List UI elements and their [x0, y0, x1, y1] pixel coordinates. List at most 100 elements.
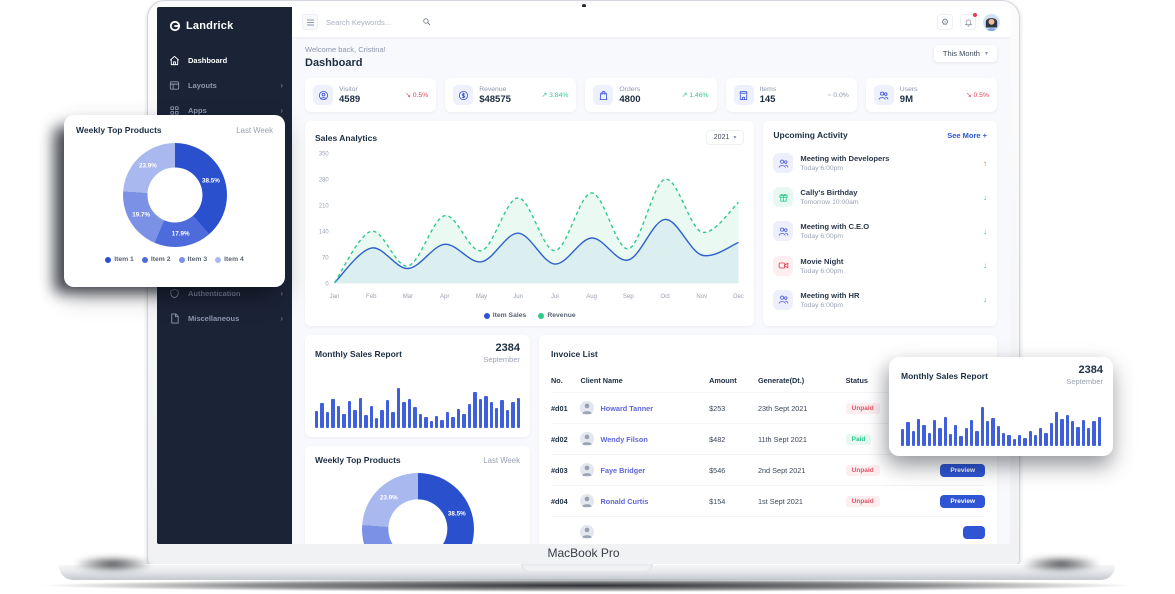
donut-slice-label: 23.9%	[138, 162, 157, 170]
bar	[358, 397, 363, 428]
preview-button[interactable]: Preview	[940, 463, 985, 477]
notifications-button[interactable]	[960, 13, 977, 30]
year-selector[interactable]: 2021 ▾	[705, 130, 745, 145]
activity-item-time: Today 6:00pm	[800, 267, 844, 275]
stat-card-users: Users 9M ↘ 0.5%	[865, 78, 997, 112]
sidebar-nav: Dashboard Layouts › Apps › Authenticatio…	[157, 48, 292, 331]
donut-slice-label: 38.5%	[447, 510, 466, 518]
svg-text:Apr: Apr	[440, 293, 449, 300]
client-link[interactable]: Ronald Curtis	[580, 494, 709, 508]
bar	[391, 412, 395, 428]
user-avatar[interactable]	[983, 13, 1000, 31]
dollar-icon	[453, 85, 474, 105]
weekly-products-donut: 38.5% 17.9% 19.7% 23.9%	[122, 143, 227, 247]
laptop-base-notch	[521, 564, 653, 572]
menu-toggle-button[interactable]	[302, 14, 318, 30]
client-avatar	[580, 525, 595, 539]
legend-item: Revenue	[538, 312, 576, 319]
client-link[interactable]: Wendy Filson	[580, 432, 709, 446]
activity-item[interactable]: Meeting with HR Today 6:00pm ↓	[773, 286, 987, 314]
monthly-sales-bars	[901, 402, 1101, 446]
bar	[494, 407, 499, 428]
bar	[1039, 427, 1043, 446]
page-content: Welcome back, Cristina! Dashboard This M…	[292, 37, 1010, 544]
invoice-no: #d03	[551, 454, 581, 486]
client-link[interactable]: Faye Bridger	[580, 463, 709, 477]
activity-item[interactable]: Meeting with C.E.O Today 6:00pm ↓	[773, 217, 987, 245]
bar	[429, 420, 433, 428]
bar	[1012, 438, 1016, 446]
bar	[1049, 423, 1054, 446]
sidebar-item-label: Layouts	[188, 81, 217, 90]
sidebar-item-layouts[interactable]: Layouts ›	[157, 73, 292, 98]
stat-label: Items	[759, 85, 777, 93]
client-link[interactable]: Howard Tanner	[580, 401, 709, 415]
svg-text:280: 280	[319, 177, 329, 183]
chevron-right-icon: ›	[280, 106, 283, 115]
svg-text:Jan: Jan	[330, 293, 340, 300]
stat-value: 4800	[619, 93, 641, 105]
chevron-down-icon: ▾	[733, 135, 737, 141]
page-header: Welcome back, Cristina! Dashboard This M…	[305, 45, 997, 69]
svg-text:Mar: Mar	[403, 293, 413, 300]
floating-monthly-sales-card: Monthly Sales Report 2384 September	[889, 357, 1113, 456]
sidebar-item-apps[interactable]: Apps ›	[157, 98, 292, 123]
bar	[1076, 426, 1080, 446]
arrow-down-icon: ↓	[983, 192, 987, 202]
sidebar-item-label: Apps	[188, 106, 207, 115]
see-more-link[interactable]: See More +	[947, 130, 987, 140]
period-selector[interactable]: This Month ▾	[933, 45, 997, 62]
stat-delta: ↗ 3.84%	[541, 92, 569, 99]
store-icon	[733, 85, 754, 105]
sidebar-item-label: Authentication	[188, 289, 241, 298]
preview-button[interactable]	[963, 525, 985, 539]
bar	[954, 424, 958, 446]
shield-icon	[169, 288, 180, 299]
invoice-date: 11th Sept 2021	[757, 423, 846, 455]
gear-icon: ⚙	[940, 16, 950, 27]
weekly-products-period: Last Week	[483, 455, 520, 465]
legend-item: Item Sales	[483, 312, 526, 319]
sales-analytics-card: Sales Analytics 2021 ▾ 350 280 210 140 70 0 Ja…	[305, 121, 755, 326]
bar	[927, 432, 931, 446]
stat-label: Users	[899, 85, 918, 93]
user-circle-icon	[313, 85, 333, 105]
legend-item: Item 4	[215, 256, 244, 263]
invoice-date: 23th Sept 2021	[757, 392, 846, 424]
bar	[1033, 435, 1038, 446]
bar	[1097, 416, 1101, 446]
svg-text:Feb: Feb	[366, 293, 377, 300]
activity-item[interactable]: Meeting with Developers Today 6:00pm ↑	[773, 149, 987, 177]
invoice-col-header: Amount	[709, 376, 737, 385]
invoice-col-header: Client Name	[580, 376, 623, 385]
sidebar-item-dashboard[interactable]: Dashboard	[157, 48, 292, 73]
invoice-amount: $154	[709, 485, 758, 517]
activity-item-title: Meeting with Developers	[800, 154, 890, 164]
brand-logo[interactable]: Landrick	[157, 7, 292, 40]
bar	[456, 408, 461, 428]
bar	[1060, 418, 1064, 446]
hamburger-icon	[306, 21, 314, 23]
bar	[1001, 432, 1006, 446]
sidebar-item-authentication[interactable]: Authentication ›	[157, 281, 292, 306]
svg-text:140: 140	[319, 229, 329, 235]
invoice-no: #d02	[551, 423, 581, 455]
sidebar-item-miscellaneous[interactable]: Miscellaneous ›	[157, 306, 292, 331]
invoice-amount: $253	[709, 392, 758, 424]
status-badge: Unpaid	[845, 464, 880, 476]
search-input[interactable]	[326, 17, 414, 27]
invoice-list-title: Invoice List	[551, 349, 598, 359]
activity-item[interactable]: Cally's Birthday Tomorrow 10:00am ↓	[773, 183, 987, 211]
bar	[484, 395, 488, 428]
bar	[315, 410, 319, 428]
invoice-amount: $482	[709, 423, 758, 455]
activity-item-title: Movie Night	[800, 256, 844, 266]
activity-item[interactable]: Movie Night Today 6:00pm ↓	[773, 252, 987, 280]
year-selector-value: 2021	[713, 134, 730, 141]
settings-button[interactable]: ⚙	[937, 14, 953, 30]
preview-button[interactable]: Preview	[940, 494, 985, 508]
bar	[932, 420, 937, 446]
weekly-products-title: Weekly Top Products	[315, 455, 401, 465]
search-icon[interactable]	[422, 13, 431, 31]
bar	[462, 414, 466, 428]
